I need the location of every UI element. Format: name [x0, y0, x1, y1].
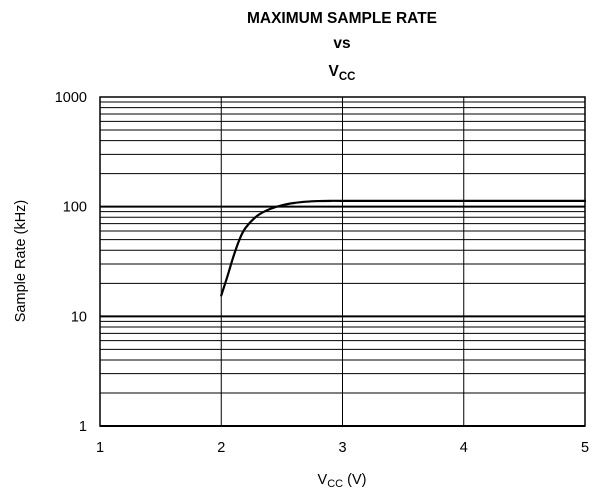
x-tick-label-1: 2 [217, 440, 225, 456]
x-axis-label-unit: (V) [343, 472, 366, 488]
chart-title-line-2: vs [333, 35, 350, 52]
chart-title-line-3: VCC [329, 63, 356, 83]
y-tick-label-0: 1 [79, 419, 87, 435]
x-axis-label-sub: CC [327, 478, 343, 490]
x-axis-label: VCC (V) [318, 472, 367, 490]
y-tick-label-2: 100 [63, 200, 87, 216]
y-tick-label-3: 1000 [55, 90, 87, 106]
x-tick-label-2: 3 [338, 440, 346, 456]
y-tick-label-1: 10 [71, 309, 87, 325]
chart-title-line-1: MAXIMUM SAMPLE RATE [247, 10, 437, 27]
series-line-0 [220, 199, 587, 297]
series-layer [220, 199, 587, 297]
tick-labels: 1 2 3 4 5 1 10 100 1000 [55, 90, 589, 456]
plot-frame [99, 96, 586, 427]
x-tick-label-4: 5 [581, 440, 589, 456]
x-tick-label-0: 1 [96, 440, 104, 456]
x-axis-label-var: V [318, 472, 328, 488]
chart-title-var: V [329, 63, 340, 80]
grid [99, 97, 586, 427]
y-axis-label: Sample Rate (kHz) [13, 200, 29, 322]
chart-title-var-sub: CC [339, 71, 356, 83]
x-tick-label-3: 4 [460, 440, 468, 456]
